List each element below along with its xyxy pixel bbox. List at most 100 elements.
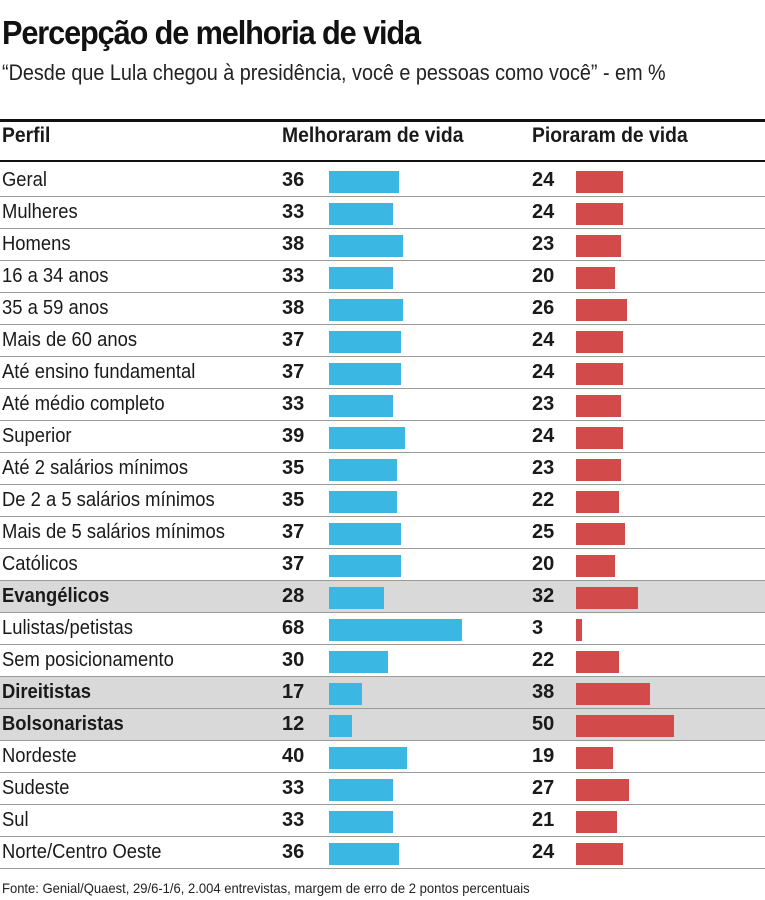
row-label: Mulheres — [2, 201, 78, 223]
table-row: Evangélicos 28 32 — [0, 581, 765, 613]
pioraram-bar — [576, 235, 621, 257]
melhoraram-value: 37 — [282, 329, 305, 351]
melhoraram-bar — [329, 171, 400, 193]
row-label: Sudeste — [2, 777, 70, 799]
pioraram-value: 23 — [532, 457, 555, 479]
pioraram-bar — [576, 619, 582, 641]
table-row: Geral 36 24 — [0, 165, 765, 197]
pioraram-bar — [576, 587, 639, 609]
melhoraram-bar — [329, 427, 406, 449]
melhoraram-value: 40 — [282, 745, 305, 767]
melhoraram-bar — [329, 299, 404, 321]
table-row: Até 2 salários mínimos 35 23 — [0, 453, 765, 485]
row-label: 35 a 59 anos — [2, 297, 109, 319]
table-row: Norte/Centro Oeste 36 24 — [0, 837, 765, 869]
melhoraram-bar — [329, 267, 394, 289]
row-label: Direitistas — [2, 681, 91, 703]
pioraram-bar — [576, 747, 614, 769]
melhoraram-bar — [329, 523, 402, 545]
pioraram-bar — [576, 267, 615, 289]
row-label: Sul — [2, 809, 29, 831]
column-header-perfil: Perfil — [2, 124, 51, 147]
column-header-pioraram: Pioraram de vida — [532, 124, 688, 147]
pioraram-bar — [576, 779, 629, 801]
row-label: Até 2 salários mínimos — [2, 457, 189, 479]
melhoraram-bar — [329, 651, 388, 673]
melhoraram-bar — [329, 715, 353, 737]
melhoraram-value: 33 — [282, 393, 305, 415]
pioraram-value: 24 — [532, 169, 555, 191]
table-row: Homens 38 23 — [0, 229, 765, 261]
melhoraram-bar — [329, 843, 400, 865]
pioraram-bar — [576, 331, 623, 353]
pioraram-value: 38 — [532, 681, 555, 703]
row-label: Homens — [2, 233, 71, 255]
pioraram-value: 19 — [532, 745, 555, 767]
pioraram-value: 3 — [532, 617, 544, 639]
melhoraram-value: 33 — [282, 809, 305, 831]
melhoraram-bar — [329, 587, 384, 609]
table-row: Bolsonaristas 12 50 — [0, 709, 765, 741]
melhoraram-bar — [329, 331, 402, 353]
melhoraram-bar — [329, 235, 404, 257]
melhoraram-value: 36 — [282, 841, 305, 863]
melhoraram-bar — [329, 363, 402, 385]
row-label: Superior — [2, 425, 72, 447]
row-label: Até médio completo — [2, 393, 165, 415]
column-header-melhoraram: Melhoraram de vida — [282, 124, 464, 147]
pioraram-value: 22 — [532, 649, 555, 671]
melhoraram-value: 38 — [282, 233, 305, 255]
table-row: Sem posicionamento 30 22 — [0, 645, 765, 677]
pioraram-value: 23 — [532, 393, 555, 415]
melhoraram-bar — [329, 459, 398, 481]
header-rule — [0, 160, 765, 162]
pioraram-value: 21 — [532, 809, 555, 831]
row-label: Norte/Centro Oeste — [2, 841, 162, 863]
melhoraram-value: 33 — [282, 265, 305, 287]
table-rows: Geral 36 24 Mulheres 33 24 Homens 38 23 16 a 34 a… — [0, 165, 765, 869]
pioraram-value: 24 — [532, 329, 555, 351]
row-label: Católicos — [2, 553, 78, 575]
melhoraram-value: 38 — [282, 297, 305, 319]
pioraram-bar — [576, 171, 623, 193]
table-row: Lulistas/petistas 68 3 — [0, 613, 765, 645]
pioraram-bar — [576, 299, 627, 321]
melhoraram-value: 37 — [282, 553, 305, 575]
pioraram-value: 32 — [532, 585, 555, 607]
pioraram-value: 27 — [532, 777, 555, 799]
melhoraram-value: 12 — [282, 713, 305, 735]
melhoraram-bar — [329, 619, 462, 641]
table-row: Até ensino fundamental 37 24 — [0, 357, 765, 389]
pioraram-value: 24 — [532, 361, 555, 383]
row-label: Geral — [2, 169, 47, 191]
table-row: Direitistas 17 38 — [0, 677, 765, 709]
row-label: Mais de 5 salários mínimos — [2, 521, 225, 543]
row-label: De 2 a 5 salários mínimos — [2, 489, 215, 511]
pioraram-bar — [576, 555, 615, 577]
pioraram-value: 50 — [532, 713, 555, 735]
melhoraram-bar — [329, 203, 394, 225]
table-row: Mais de 60 anos 37 24 — [0, 325, 765, 357]
chart-title: Percepção de melhoria de vida — [2, 14, 421, 51]
pioraram-bar — [576, 523, 625, 545]
pioraram-bar — [576, 459, 621, 481]
pioraram-bar — [576, 363, 623, 385]
row-label: Sem posicionamento — [2, 649, 174, 671]
pioraram-value: 22 — [532, 489, 555, 511]
row-label: Até ensino fundamental — [2, 361, 196, 383]
chart-subtitle: “Desde que Lula chegou à presidência, vo… — [2, 60, 666, 85]
melhoraram-value: 36 — [282, 169, 305, 191]
pioraram-bar — [576, 715, 674, 737]
pioraram-bar — [576, 683, 651, 705]
melhoraram-bar — [329, 395, 394, 417]
pioraram-value: 20 — [532, 553, 555, 575]
table-row: Mulheres 33 24 — [0, 197, 765, 229]
melhoraram-value: 17 — [282, 681, 305, 703]
table-row: De 2 a 5 salários mínimos 35 22 — [0, 485, 765, 517]
melhoraram-bar — [329, 555, 402, 577]
pioraram-bar — [576, 811, 617, 833]
pioraram-value: 23 — [532, 233, 555, 255]
table-row: Mais de 5 salários mínimos 37 25 — [0, 517, 765, 549]
row-label: Bolsonaristas — [2, 713, 124, 735]
pioraram-value: 20 — [532, 265, 555, 287]
